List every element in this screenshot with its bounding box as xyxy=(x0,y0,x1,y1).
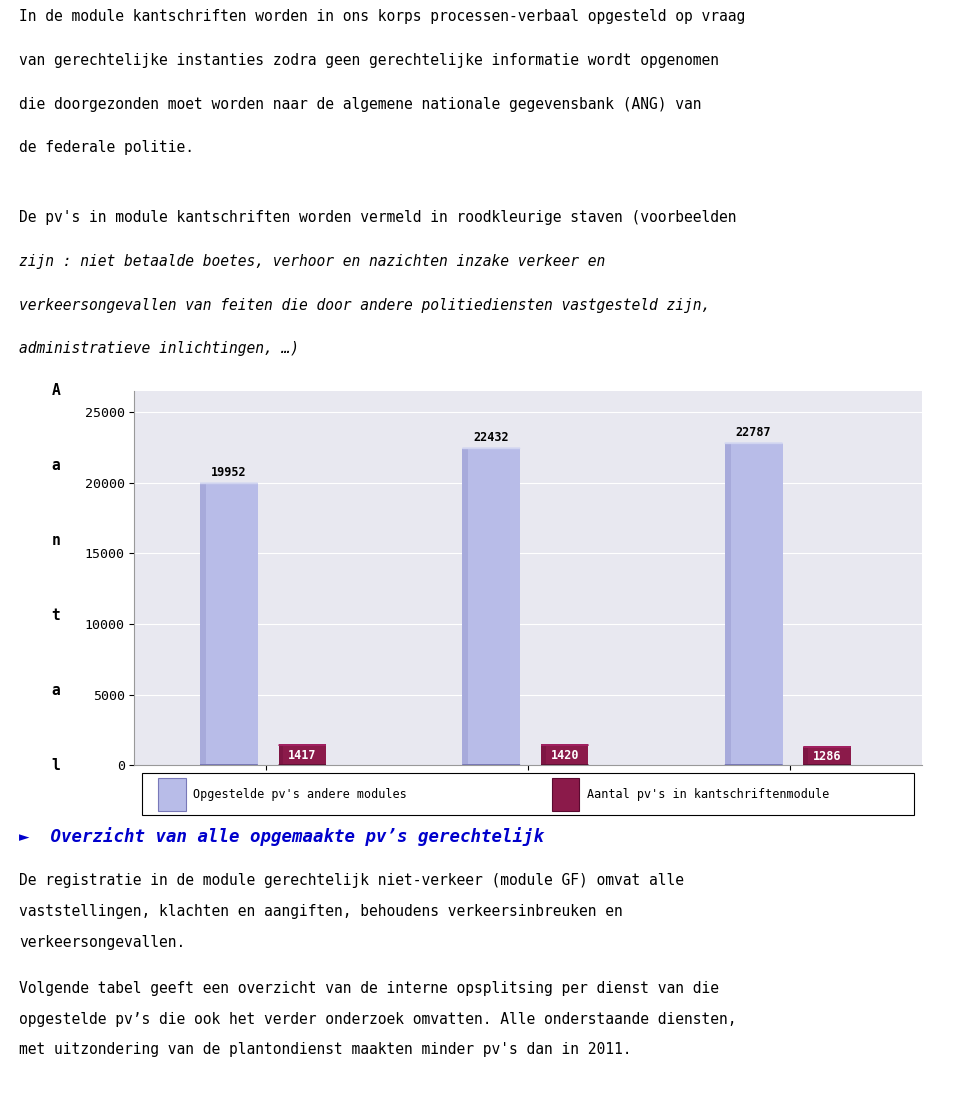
Text: Opgestelde pv's andere modules: Opgestelde pv's andere modules xyxy=(193,787,407,801)
Bar xyxy=(725,443,782,765)
Bar xyxy=(158,777,185,811)
Text: administratieve inlichtingen, …): administratieve inlichtingen, …) xyxy=(19,342,300,356)
Text: a: a xyxy=(51,682,60,698)
Bar xyxy=(278,745,326,765)
Text: l: l xyxy=(51,757,60,773)
Text: 22787: 22787 xyxy=(736,427,772,439)
Bar xyxy=(541,745,588,765)
Bar xyxy=(200,484,205,765)
Bar xyxy=(200,484,257,765)
Text: die doorgezonden moet worden naar de algemene nationale gegevensbank (ANG) van: die doorgezonden moet worden naar de alg… xyxy=(19,97,702,112)
Bar xyxy=(463,448,520,765)
Text: A: A xyxy=(51,383,60,399)
Text: 1420: 1420 xyxy=(550,748,579,762)
Text: de federale politie.: de federale politie. xyxy=(19,141,194,155)
Text: ►  Overzicht van alle opgemaakte pv’s gerechtelijk: ► Overzicht van alle opgemaakte pv’s ger… xyxy=(19,828,544,847)
Bar xyxy=(725,443,731,765)
Text: 1286: 1286 xyxy=(813,750,841,763)
Text: met uitzondering van de plantondienst maakten minder pv's dan in 2011.: met uitzondering van de plantondienst ma… xyxy=(19,1042,632,1058)
Bar xyxy=(804,747,851,765)
Bar xyxy=(463,448,468,765)
Text: 1417: 1417 xyxy=(288,748,317,762)
Text: verkeersongevallen van feiten die door andere politiediensten vastgesteld zijn,: verkeersongevallen van feiten die door a… xyxy=(19,297,710,313)
Text: In de module kantschriften worden in ons korps processen-verbaal opgesteld op vr: In de module kantschriften worden in ons… xyxy=(19,9,746,25)
Text: n: n xyxy=(51,533,60,548)
Text: opgestelde pv’s die ook het verder onderzoek omvatten. Alle onderstaande dienste: opgestelde pv’s die ook het verder onder… xyxy=(19,1012,736,1027)
Text: 19952: 19952 xyxy=(211,466,247,479)
Text: verkeersongevallen.: verkeersongevallen. xyxy=(19,935,185,949)
Text: De pv's in module kantschriften worden vermeld in roodkleurige staven (voorbeeld: De pv's in module kantschriften worden v… xyxy=(19,210,736,226)
Bar xyxy=(541,745,546,765)
Bar xyxy=(278,745,283,765)
Bar xyxy=(552,777,579,811)
Text: t: t xyxy=(51,608,60,623)
Text: vaststellingen, klachten en aangiften, behoudens verkeersinbreuken en: vaststellingen, klachten en aangiften, b… xyxy=(19,904,623,919)
Text: 22432: 22432 xyxy=(473,431,509,445)
Text: van gerechtelijke instanties zodra geen gerechtelijke informatie wordt opgenomen: van gerechtelijke instanties zodra geen … xyxy=(19,52,719,68)
Text: Volgende tabel geeft een overzicht van de interne opsplitsing per dienst van die: Volgende tabel geeft een overzicht van d… xyxy=(19,981,719,996)
Bar xyxy=(804,747,808,765)
Text: a: a xyxy=(51,458,60,474)
Text: De registratie in de module gerechtelijk niet-verkeer (module GF) omvat alle: De registratie in de module gerechtelijk… xyxy=(19,873,684,888)
Text: zijn : niet betaalde boetes, verhoor en nazichten inzake verkeer en: zijn : niet betaalde boetes, verhoor en … xyxy=(19,254,606,269)
Text: Aantal pv's in kantschriftenmodule: Aantal pv's in kantschriftenmodule xyxy=(587,787,829,801)
